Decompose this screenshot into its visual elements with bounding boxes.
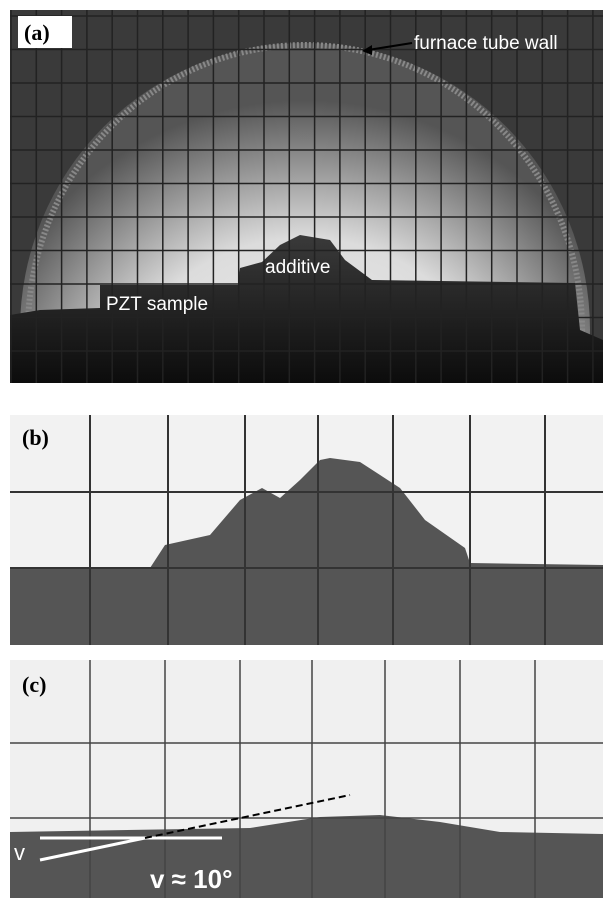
annotation: v	[14, 840, 25, 865]
annotation: v ≈ 10°	[150, 864, 233, 894]
annotation: PZT sample	[106, 294, 208, 315]
page: (a) furnace tube wall additive PZT sampl…	[0, 0, 607, 900]
panel-label: (b)	[22, 425, 49, 450]
panel-c	[10, 660, 603, 898]
panel-b	[10, 415, 603, 645]
annotation: furnace tube wall	[414, 33, 558, 54]
panel-label: (a)	[24, 20, 50, 45]
panel-label: (c)	[22, 672, 46, 697]
annotation: additive	[265, 257, 331, 278]
figure: (a) furnace tube wall additive PZT sampl…	[0, 0, 607, 900]
